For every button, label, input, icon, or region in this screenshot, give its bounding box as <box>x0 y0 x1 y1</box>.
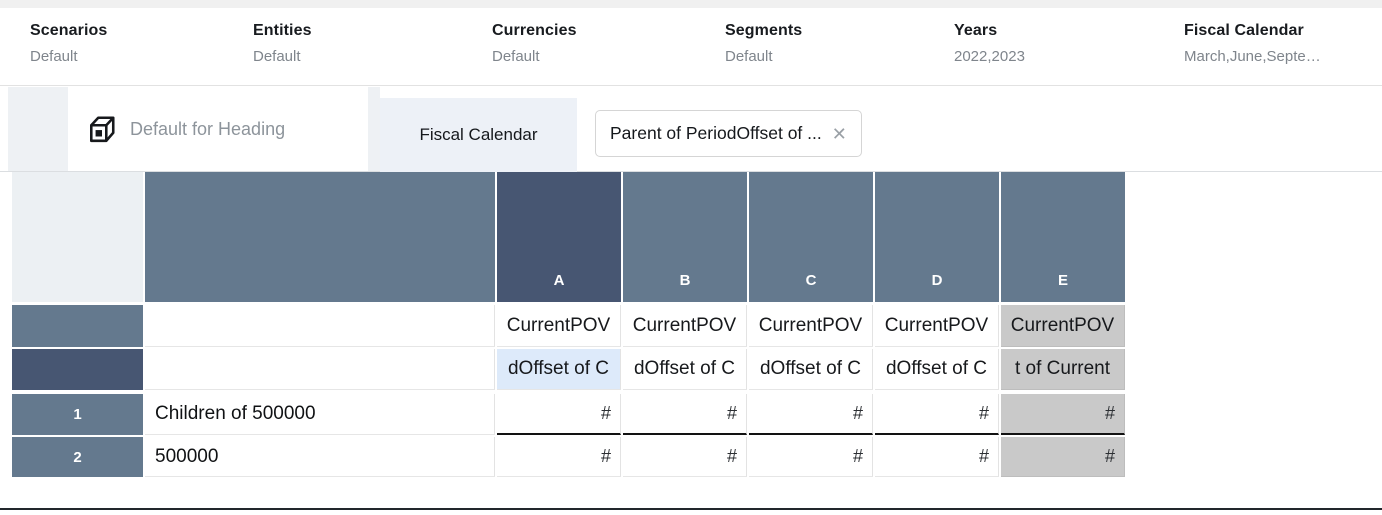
tab-default-for-heading[interactable]: Default for Heading <box>68 87 368 171</box>
pov-value: Default <box>492 48 540 65</box>
pov-label: Scenarios <box>30 22 108 39</box>
data-cell-d1[interactable]: # <box>875 394 999 435</box>
pov-value: 2022,2023 <box>954 48 1025 65</box>
pov-value: Default <box>253 48 301 65</box>
chip-close-icon[interactable]: ✕ <box>831 123 847 144</box>
column-header-a[interactable]: A <box>497 172 621 302</box>
design-grid: A B C D E CurrentPOV CurrentPOV CurrentPOV Curre… <box>12 172 1125 477</box>
data-cell-a1[interactable]: # <box>497 394 621 435</box>
pov-label: Years <box>954 22 998 39</box>
data-cell-c2[interactable]: # <box>749 437 873 477</box>
data-cell-e1[interactable]: # <box>1001 394 1125 435</box>
grid-corner-cell[interactable] <box>12 172 143 302</box>
row-number-2[interactable]: 2 <box>12 437 143 477</box>
pov-item-segments[interactable]: Segments Default <box>725 22 802 65</box>
window-bottom-edge <box>0 508 1382 510</box>
data-cell-b1[interactable]: # <box>623 394 747 435</box>
column-header-e[interactable]: E <box>1001 172 1125 302</box>
data-cell-b2[interactable]: # <box>623 437 747 477</box>
toolbar-row: Default for Heading Fiscal Calendar Pare… <box>0 87 1382 172</box>
pov-value: Default <box>725 48 773 65</box>
pov-label: Segments <box>725 22 803 39</box>
member-cell-a[interactable]: dOffset of C <box>497 349 621 390</box>
pov-item-scenarios[interactable]: Scenarios Default <box>30 22 107 65</box>
pov-item-entities[interactable]: Entities Default <box>253 22 312 65</box>
member-cell-a[interactable]: CurrentPOV <box>497 305 621 347</box>
row-number-1[interactable]: 1 <box>12 394 143 435</box>
pov-value: March,June,Septe… <box>1184 48 1321 65</box>
toolbar-divider <box>368 87 380 171</box>
member-cell-b[interactable]: dOffset of C <box>623 349 747 390</box>
toolbar-left-spacer <box>8 87 68 171</box>
offset-member-row-header[interactable] <box>12 349 143 390</box>
row-label-cell[interactable]: 500000 <box>145 437 495 477</box>
member-cell-d[interactable]: dOffset of C <box>875 349 999 390</box>
column-header-b[interactable]: B <box>623 172 747 302</box>
row-label-column-header[interactable] <box>145 172 495 302</box>
member-filter-chip[interactable]: Parent of PeriodOffset of ... ✕ <box>595 110 862 157</box>
member-cell-d[interactable]: CurrentPOV <box>875 305 999 347</box>
cube-icon <box>86 113 118 145</box>
data-cell-a2[interactable]: # <box>497 437 621 477</box>
pov-label: Fiscal Calendar <box>1184 22 1304 39</box>
pov-item-fiscal-calendar[interactable]: Fiscal Calendar March,June,Septe… <box>1184 22 1321 65</box>
tab-fiscal-calendar[interactable]: Fiscal Calendar <box>380 98 577 172</box>
pov-label: Currencies <box>492 22 577 39</box>
member-row-label-cell[interactable] <box>145 349 495 390</box>
member-cell-b[interactable]: CurrentPOV <box>623 305 747 347</box>
member-cell-c[interactable]: dOffset of C <box>749 349 873 390</box>
pov-value: Default <box>30 48 78 65</box>
window-top-edge <box>0 0 1382 8</box>
member-row-label-cell[interactable] <box>145 305 495 347</box>
column-header-d[interactable]: D <box>875 172 999 302</box>
heading-tab-label: Default for Heading <box>130 118 286 139</box>
pov-item-currencies[interactable]: Currencies Default <box>492 22 577 65</box>
data-cell-c1[interactable]: # <box>749 394 873 435</box>
data-cell-e2[interactable]: # <box>1001 437 1125 477</box>
pov-member-row-header[interactable] <box>12 305 143 347</box>
pov-label: Entities <box>253 22 312 39</box>
pov-bar: Scenarios Default Entities Default Currencie… <box>0 8 1382 86</box>
column-header-c[interactable]: C <box>749 172 873 302</box>
member-cell-e[interactable]: t of Current <box>1001 349 1125 390</box>
chip-label: Parent of PeriodOffset of ... <box>610 123 822 143</box>
member-cell-e[interactable]: CurrentPOV <box>1001 305 1125 347</box>
row-label-cell[interactable]: Children of 500000 <box>145 394 495 435</box>
pov-item-years[interactable]: Years 2022,2023 <box>954 22 1025 65</box>
data-cell-d2[interactable]: # <box>875 437 999 477</box>
member-cell-c[interactable]: CurrentPOV <box>749 305 873 347</box>
